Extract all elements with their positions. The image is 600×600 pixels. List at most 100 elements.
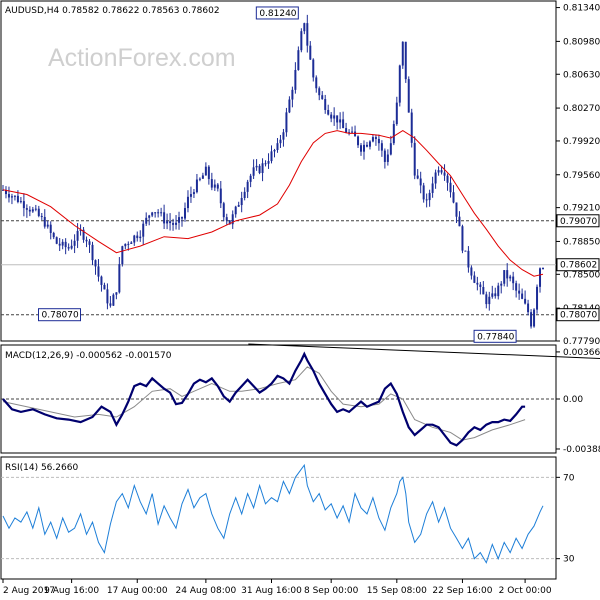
- candle-body: [201, 175, 204, 179]
- candle-body: [31, 209, 34, 212]
- price-tick-label: 0.78500: [563, 270, 600, 280]
- candle-body: [461, 226, 464, 251]
- candle-body: [258, 165, 261, 174]
- candle-body: [261, 163, 264, 174]
- candle-body: [16, 195, 19, 202]
- candle-body: [246, 181, 249, 192]
- candle-body: [166, 221, 169, 224]
- moving-average: [2, 130, 544, 277]
- candle-body: [163, 212, 166, 224]
- candle-body: [285, 112, 288, 133]
- time-tick-label: 8 Sep 00:00: [304, 586, 359, 596]
- candle-body: [342, 119, 345, 129]
- candle-body: [234, 206, 237, 215]
- candle-body: [437, 170, 440, 173]
- level-label-box: [556, 214, 600, 228]
- candle-body: [58, 243, 61, 246]
- macd-panel-header: MACD(12,26,9) -0.000562 -0.001570: [5, 351, 172, 361]
- rsi-tick-label: 70: [563, 473, 575, 483]
- candle-body: [491, 293, 494, 297]
- price-tick-label: 0.79210: [563, 204, 600, 214]
- candle-body: [273, 150, 276, 152]
- price-tick-label: 0.78850: [563, 237, 600, 247]
- price-annotation-label: 0.78070: [42, 311, 79, 321]
- candle-body: [354, 131, 357, 137]
- candle-body: [237, 205, 240, 207]
- candle-body: [410, 112, 413, 143]
- candle-body: [189, 194, 192, 197]
- candle-body: [270, 151, 273, 162]
- candle-body: [315, 77, 318, 89]
- candle-body: [407, 79, 410, 113]
- candle-body: [360, 145, 363, 152]
- candle-body: [479, 284, 482, 288]
- candle-body: [249, 175, 252, 182]
- candle-body: [43, 216, 46, 227]
- candle-body: [76, 230, 79, 241]
- candle-body: [160, 212, 163, 214]
- candle-body: [446, 175, 449, 183]
- price-annotation-label: 0.81240: [259, 9, 296, 19]
- candle-body: [142, 223, 145, 237]
- candle-body: [300, 31, 303, 51]
- candle-body: [73, 240, 76, 246]
- candle-body: [28, 209, 31, 212]
- candle-body: [55, 237, 58, 244]
- candle-body: [240, 197, 243, 206]
- candle-body: [398, 65, 401, 103]
- price-tick-label: 0.80630: [563, 70, 600, 80]
- time-tick-label: 17 Aug 00:00: [107, 586, 168, 596]
- candle-body: [157, 212, 160, 214]
- candle-body: [7, 194, 10, 198]
- price-panel-header: AUDUSD,H4 0.78582 0.78622 0.78563 0.7860…: [5, 6, 220, 16]
- macd-line: [2, 351, 526, 447]
- candle-body: [324, 99, 327, 110]
- candle-body: [297, 50, 300, 70]
- candle-body: [542, 267, 544, 269]
- candle-body: [136, 235, 139, 239]
- candle-body: [276, 143, 279, 151]
- candle-body: [225, 217, 228, 221]
- candle-body: [339, 119, 342, 123]
- candle-body: [303, 23, 306, 32]
- macd-axis: 0.003662 0.00 -0.003887: [1, 348, 600, 455]
- candle-body: [348, 132, 351, 134]
- candle-body: [4, 189, 7, 195]
- candle-body: [458, 216, 461, 227]
- candle-body: [377, 138, 380, 144]
- candle-body: [219, 188, 222, 204]
- candle-body: [306, 23, 309, 46]
- candle-body: [178, 217, 181, 223]
- candle-body: [488, 296, 491, 305]
- macd-trendline: [248, 343, 600, 359]
- candle-body: [512, 276, 515, 284]
- candle-body: [183, 208, 186, 219]
- candle-body: [169, 221, 172, 224]
- candle-body: [103, 284, 106, 290]
- candle-body: [330, 114, 333, 119]
- candle-body: [264, 163, 267, 165]
- price-annotation-box: [38, 308, 82, 322]
- candle-body: [40, 215, 43, 217]
- rsi-tick-label: 30: [563, 555, 575, 565]
- candle-body: [228, 220, 231, 225]
- candle-body: [255, 165, 258, 168]
- candle-body: [67, 247, 70, 249]
- candle-body: [172, 223, 175, 225]
- candle-body: [37, 208, 40, 216]
- candle-body: [121, 246, 124, 265]
- level-label: 0.79070: [560, 217, 597, 227]
- candle-body: [186, 196, 189, 209]
- candle-body: [243, 191, 246, 198]
- candle-body: [509, 276, 512, 279]
- candle-body: [46, 224, 49, 227]
- candle-body: [467, 250, 470, 268]
- price-hlines: 0.79070 0.78070 0.78602: [1, 214, 600, 322]
- candle-body: [476, 282, 479, 285]
- candle-body: [64, 241, 67, 248]
- candle-body: [428, 192, 431, 201]
- candle-body: [279, 139, 282, 144]
- candle-body: [133, 235, 136, 243]
